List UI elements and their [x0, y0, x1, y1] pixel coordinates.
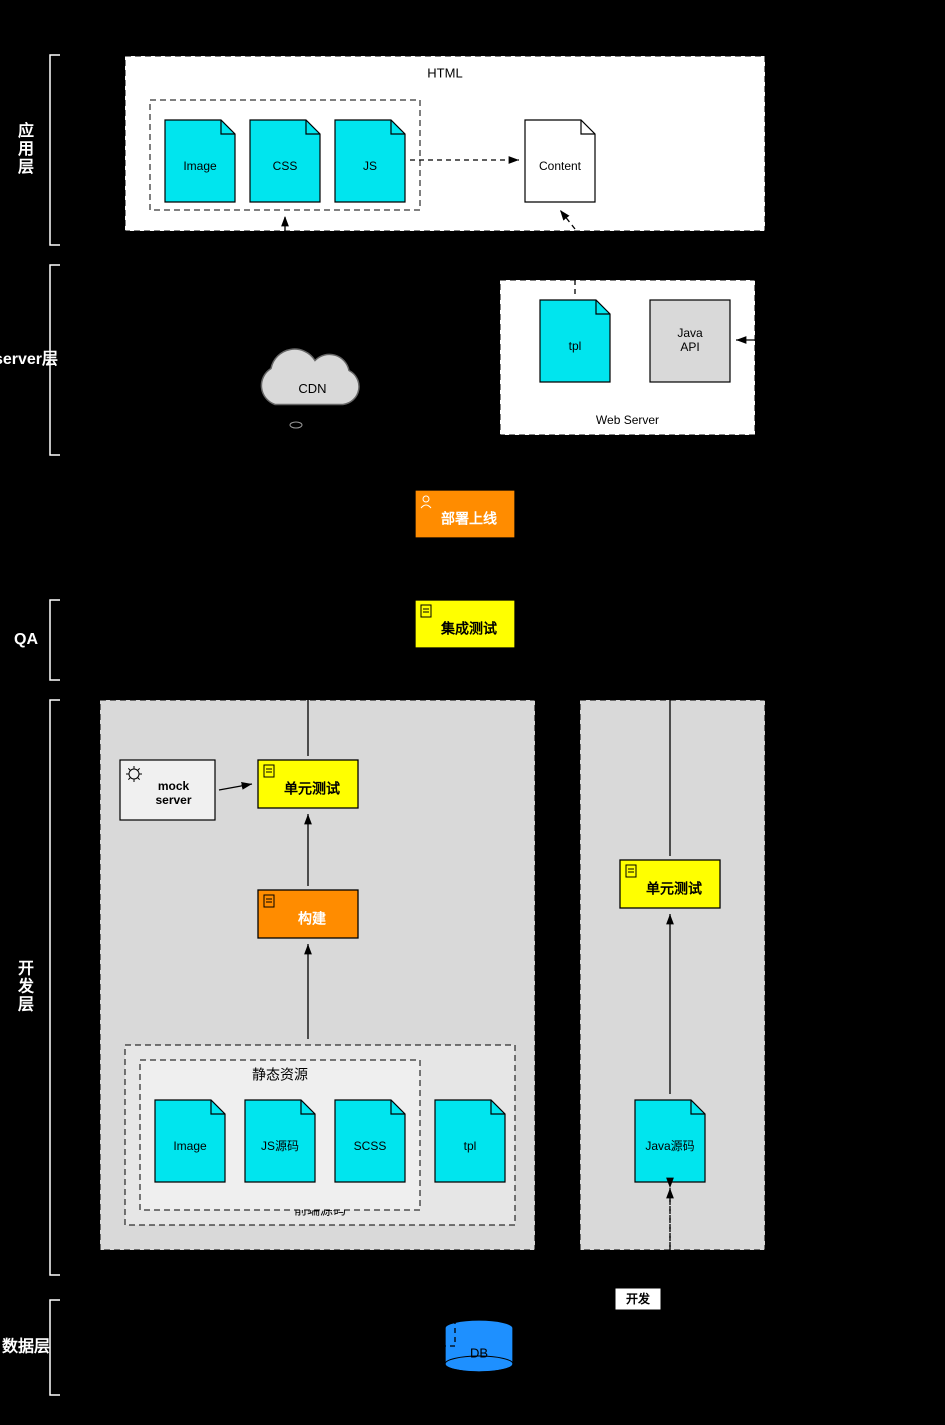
svg-text:开发: 开发 [626, 1291, 651, 1306]
svg-text:JS源码: JS源码 [261, 1139, 299, 1153]
file-java-src: Java源码 [635, 1100, 705, 1182]
svg-text:用: 用 [18, 140, 34, 158]
svg-text:Image: Image [183, 159, 217, 173]
svg-text:CDN: CDN [298, 381, 326, 396]
svg-text:QA: QA [14, 631, 38, 648]
svg-text:集成测试: 集成测试 [440, 621, 497, 637]
svg-text:层: 层 [18, 158, 34, 176]
svg-text:层: 层 [18, 996, 34, 1014]
svg-text:mockserver: mockserver [155, 779, 191, 807]
svg-text:DB: DB [470, 1345, 488, 1360]
svg-text:前端开发: 前端开发 [285, 1259, 350, 1278]
file-image: Image [165, 120, 235, 202]
fe-unit-test-box: 单元测试 [258, 760, 358, 808]
file-scss: SCSS [335, 1100, 405, 1182]
svg-text:Content: Content [539, 159, 582, 173]
build-box: 构建 [258, 890, 358, 938]
svg-text:静态资源: 静态资源 [252, 1067, 308, 1083]
file-tpl-server: tpl [540, 300, 610, 382]
html-title: HTML [427, 65, 462, 80]
file-image: Image [155, 1100, 225, 1182]
svg-text:Web Server: Web Server [596, 413, 659, 427]
integration-test-box: 集成测试 [415, 600, 515, 648]
svg-text:DB: DB [470, 1377, 488, 1392]
svg-text:单元测试: 单元测试 [284, 781, 340, 797]
svg-text:应: 应 [18, 121, 34, 140]
svg-text:tpl: tpl [464, 1139, 477, 1153]
file-js源码: JS源码 [245, 1100, 315, 1182]
svg-text:Image: Image [173, 1139, 207, 1153]
file-content: Content [525, 120, 595, 202]
svg-text:部署上线: 部署上线 [441, 511, 497, 527]
svg-text:server层: server层 [0, 350, 58, 368]
svg-text:后端开发: 后端开发 [640, 1259, 705, 1278]
svg-text:单元测试: 单元测试 [646, 881, 702, 897]
svg-text:Java源码: Java源码 [645, 1139, 694, 1153]
svg-text:发: 发 [17, 977, 35, 996]
svg-text:JS: JS [363, 159, 377, 173]
file-css: CSS [250, 120, 320, 202]
deploy-box: 部署上线 [415, 490, 515, 538]
svg-text:JavaAPI: JavaAPI [677, 326, 703, 354]
svg-text:CSS: CSS [273, 159, 298, 173]
file-tpl-fe: tpl [435, 1100, 505, 1182]
svg-text:tpl: tpl [569, 339, 582, 353]
svg-text:构建: 构建 [298, 911, 326, 927]
be-unit-test-box: 单元测试 [620, 860, 720, 908]
svg-text:SCSS: SCSS [354, 1139, 387, 1153]
svg-text:开: 开 [18, 960, 34, 978]
svg-text:数据层: 数据层 [2, 1337, 50, 1356]
file-js: JS [335, 120, 405, 202]
